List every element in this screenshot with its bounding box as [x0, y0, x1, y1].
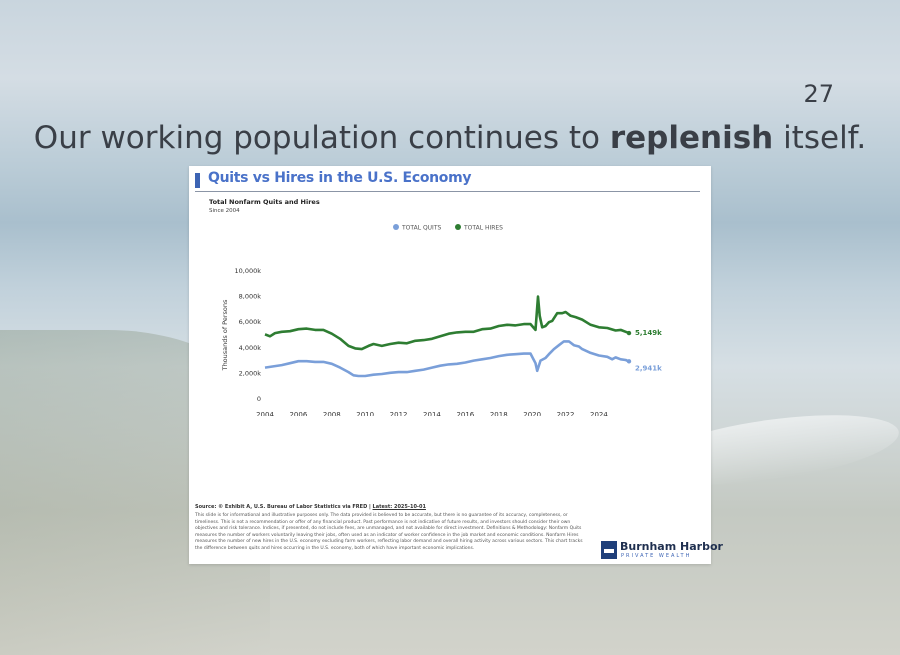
x-tick-label: 2020 [523, 411, 541, 416]
y-tick-label: 0 [257, 395, 261, 403]
x-axis: 2004 2006 2008 2010 2012 2014 2016 2018 2020 2022… [256, 411, 608, 416]
x-tick-label: 2022 [557, 411, 575, 416]
source-text: Source: © Exhibit A, U.S. Bureau of Labo… [195, 504, 373, 510]
series-line-quits [264, 340, 630, 378]
chart-legend: TOTAL QUITS TOTAL HIRES [393, 224, 503, 232]
series-line-hires [264, 295, 630, 351]
y-tick-label: 6,000k [239, 318, 262, 326]
legend-label: TOTAL HIRES [463, 225, 503, 232]
headline-text-end: itself. [773, 120, 867, 156]
x-tick-label: 2024 [590, 411, 608, 416]
x-tick-label: 2008 [323, 411, 341, 416]
chart-title: Quits vs Hires in the U.S. Economy [208, 170, 472, 186]
slide-number: 27 [803, 80, 834, 108]
x-tick-label: 2004 [256, 411, 274, 416]
x-tick-label: 2006 [289, 411, 307, 416]
legend-swatch [455, 224, 461, 230]
chart-series: 2,941k 5,149k [264, 295, 662, 378]
quits-vs-hires-chart: TOTAL QUITS TOTAL HIRES 0 2,000k 4,000k 6,00… [221, 224, 662, 416]
slide-headline: Our working population continues to repl… [0, 120, 900, 156]
x-tick-label: 2012 [390, 411, 408, 416]
logo-tagline: PRIVATE WEALTH [621, 553, 692, 559]
chart-since-note: Since 2004 [209, 208, 240, 214]
x-tick-label: 2014 [423, 411, 441, 416]
chart-card: Quits vs Hires in the U.S. Economy Total… [189, 166, 723, 564]
source-latest-link[interactable]: Latest: 2025-10-01 [372, 504, 426, 510]
chart-subtitle: Total Nonfarm Quits and Hires [209, 198, 320, 206]
y-tick-label: 10,000k [234, 267, 261, 275]
burnham-harbor-logo: Burnham Harbor PRIVATE WEALTH [601, 540, 723, 561]
y-tick-label: 2,000k [239, 369, 262, 377]
series-end-label: 2,941k [635, 364, 662, 372]
series-end-point [626, 359, 632, 364]
logo-mark-icon [601, 541, 617, 559]
x-tick-label: 2010 [356, 411, 374, 416]
x-tick-label: 2018 [490, 411, 508, 416]
title-divider [195, 191, 700, 192]
y-tick-label: 8,000k [239, 293, 262, 301]
disclaimer-text: This slide is for informational and illu… [195, 513, 583, 551]
legend-swatch [393, 224, 399, 230]
series-end-label: 5,149k [635, 329, 662, 337]
title-accent-bar [195, 173, 200, 188]
legend-label: TOTAL QUITS [401, 225, 441, 232]
y-tick-label: 4,000k [239, 344, 262, 352]
y-axis: 0 2,000k 4,000k 6,000k 8,000k 10,000k Thousand… [221, 267, 261, 403]
source-line: Source: © Exhibit A, U.S. Bureau of Labo… [195, 504, 426, 510]
x-tick-label: 2016 [456, 411, 474, 416]
y-axis-label: Thousands of Persons [221, 299, 229, 371]
series-end-point [626, 330, 632, 336]
headline-emphasis: replenish [609, 120, 774, 156]
headline-text-start: Our working population continues to [33, 120, 610, 156]
logo-name: Burnham Harbor [620, 540, 723, 553]
